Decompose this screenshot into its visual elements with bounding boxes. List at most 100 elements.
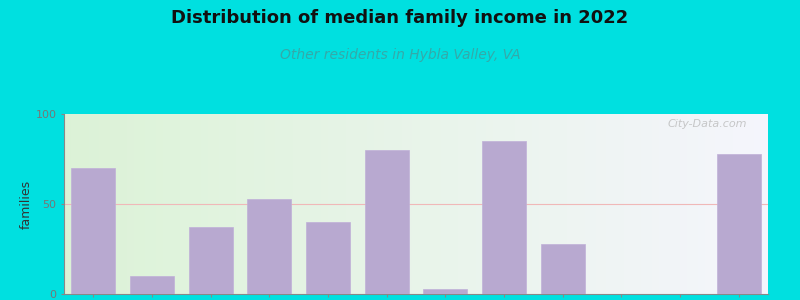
Bar <box>212 114 215 294</box>
Bar <box>476 114 479 294</box>
Bar <box>106 114 110 294</box>
Bar <box>230 114 233 294</box>
Bar <box>265 114 268 294</box>
Bar <box>296 114 300 294</box>
Bar <box>365 150 409 294</box>
Bar <box>624 114 627 294</box>
Bar <box>96 114 99 294</box>
Bar <box>482 141 526 294</box>
Bar <box>426 114 430 294</box>
Bar <box>130 276 174 294</box>
Bar <box>134 114 138 294</box>
Bar <box>92 114 96 294</box>
Bar <box>275 114 278 294</box>
Bar <box>99 114 102 294</box>
Bar <box>142 114 145 294</box>
Bar <box>507 114 511 294</box>
Bar <box>747 114 750 294</box>
Bar <box>705 114 708 294</box>
Bar <box>237 114 240 294</box>
Bar <box>701 114 705 294</box>
Bar <box>617 114 620 294</box>
Bar <box>254 114 258 294</box>
Bar <box>670 114 673 294</box>
Bar <box>187 114 190 294</box>
Bar <box>314 114 318 294</box>
Bar <box>539 114 542 294</box>
Bar <box>366 114 370 294</box>
Bar <box>546 114 550 294</box>
Bar <box>120 114 124 294</box>
Bar <box>494 114 497 294</box>
Bar <box>554 114 557 294</box>
Bar <box>472 114 476 294</box>
Bar <box>501 114 504 294</box>
Bar <box>419 114 423 294</box>
Bar <box>413 114 416 294</box>
Bar <box>127 114 131 294</box>
Bar <box>306 222 350 294</box>
Bar <box>416 114 419 294</box>
Bar <box>395 114 398 294</box>
Bar <box>208 114 212 294</box>
Bar <box>511 114 514 294</box>
Bar <box>391 114 395 294</box>
Bar <box>258 114 261 294</box>
Bar <box>750 114 754 294</box>
Bar <box>536 114 539 294</box>
Bar <box>648 114 652 294</box>
Bar <box>462 114 466 294</box>
Bar <box>198 114 202 294</box>
Bar <box>490 114 494 294</box>
Bar <box>687 114 690 294</box>
Bar <box>388 114 391 294</box>
Bar <box>718 114 722 294</box>
Bar <box>444 114 448 294</box>
Bar <box>483 114 486 294</box>
Bar <box>712 114 715 294</box>
Bar <box>381 114 384 294</box>
Bar <box>423 289 467 294</box>
Bar <box>64 114 67 294</box>
Bar <box>610 114 613 294</box>
Bar <box>215 114 219 294</box>
Bar <box>441 114 444 294</box>
Bar <box>514 114 518 294</box>
Bar <box>173 114 177 294</box>
Bar <box>652 114 655 294</box>
Bar <box>310 114 314 294</box>
Bar <box>110 114 114 294</box>
Bar <box>307 114 310 294</box>
Bar <box>138 114 142 294</box>
Bar <box>102 114 106 294</box>
Bar <box>582 114 585 294</box>
Bar <box>708 114 712 294</box>
Bar <box>578 114 582 294</box>
Bar <box>349 114 353 294</box>
Bar <box>124 114 127 294</box>
Bar <box>532 114 536 294</box>
Bar <box>286 114 290 294</box>
Bar <box>726 114 730 294</box>
Bar <box>78 114 82 294</box>
Bar <box>571 114 574 294</box>
Bar <box>733 114 736 294</box>
Bar <box>589 114 592 294</box>
Bar <box>736 114 740 294</box>
Bar <box>602 114 606 294</box>
Bar <box>497 114 501 294</box>
Bar <box>550 114 554 294</box>
Bar <box>423 114 426 294</box>
Bar <box>620 114 624 294</box>
Bar <box>318 114 321 294</box>
Bar <box>564 114 567 294</box>
Bar <box>683 114 687 294</box>
Bar <box>743 114 747 294</box>
Bar <box>448 114 451 294</box>
Bar <box>715 114 718 294</box>
Bar <box>634 114 638 294</box>
Bar <box>677 114 680 294</box>
Bar <box>247 199 291 294</box>
Bar <box>85 114 89 294</box>
Bar <box>567 114 571 294</box>
